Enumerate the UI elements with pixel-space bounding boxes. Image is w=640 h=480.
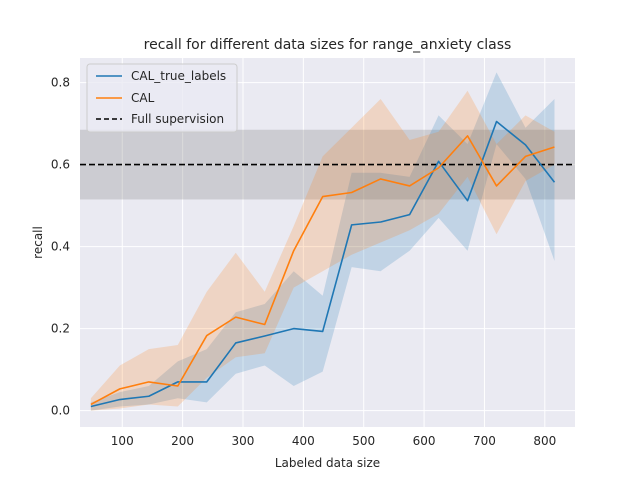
series-line-cal-true-labels [90, 120, 556, 408]
confidence-bands [90, 72, 555, 411]
y-tick-label: 0.2 [51, 322, 70, 336]
x-tick-label: 500 [352, 434, 375, 448]
ci-band-cal-true-labels [90, 72, 555, 411]
y-axis-label: recall [31, 226, 45, 259]
legend: CAL_true_labels CAL Full supervision [86, 63, 238, 133]
series-lines [90, 120, 556, 408]
y-tick-label: 0.6 [51, 158, 70, 172]
legend-label-cal-true-labels: CAL_true_labels [131, 69, 226, 83]
legend-box [86, 63, 238, 133]
tick-labels: 100 200 300 400 500 600 700 800 0.0 0.2 0.4 0.6 0.8 [51, 76, 556, 448]
legend-label-cal: CAL [131, 91, 155, 105]
x-tick-label: 600 [413, 434, 436, 448]
y-tick-label: 0.0 [51, 404, 70, 418]
y-tick-label: 0.4 [51, 240, 70, 254]
x-tick-label: 400 [292, 434, 315, 448]
x-tick-label: 300 [232, 434, 255, 448]
x-tick-label: 700 [473, 434, 496, 448]
series-line-cal [90, 135, 555, 406]
x-axis-label: Labeled data size [275, 456, 380, 470]
x-tick-label: 200 [171, 434, 194, 448]
grid [80, 58, 575, 427]
x-tick-label: 800 [533, 434, 556, 448]
chart-title: recall for different data sizes for rang… [144, 37, 512, 53]
x-tick-label: 100 [111, 434, 134, 448]
y-tick-label: 0.8 [51, 76, 70, 90]
ci-band-cal [90, 90, 555, 411]
legend-label-full-supervision: Full supervision [131, 112, 224, 126]
